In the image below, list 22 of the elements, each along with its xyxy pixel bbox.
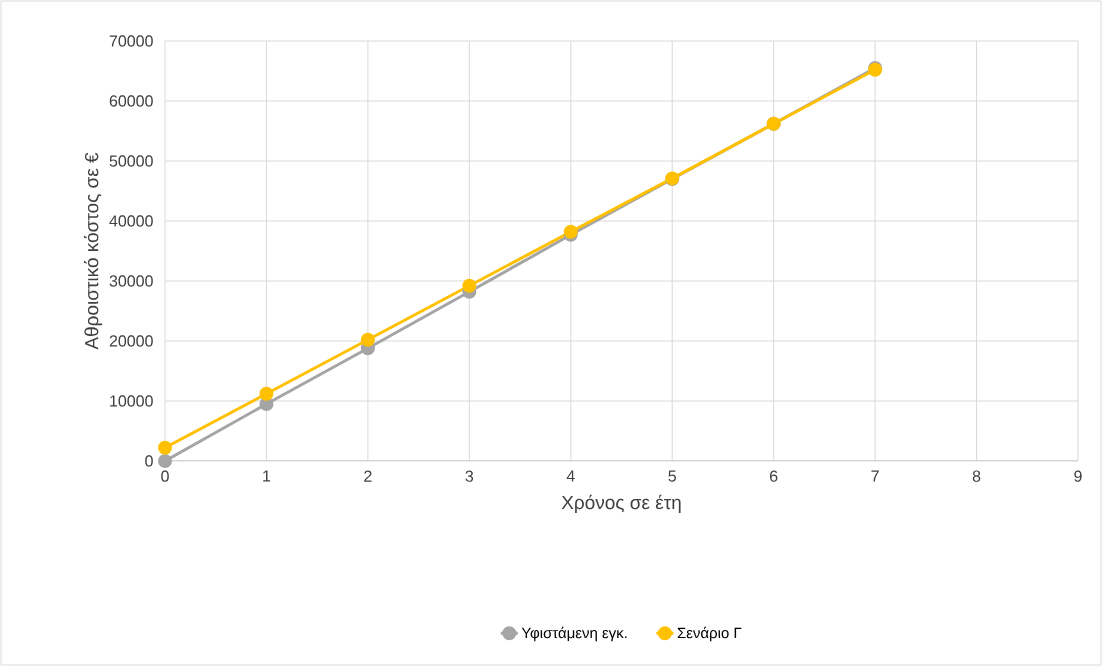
y-tick-label: 70000 xyxy=(109,35,153,47)
x-axis-title: Χρόνος σε έτη xyxy=(561,494,681,513)
legend-label: Σενάριο Γ xyxy=(677,626,742,642)
y-tick-label: 30000 xyxy=(109,275,153,287)
y-tick-label: 0 xyxy=(145,455,153,467)
y-tick-label: 50000 xyxy=(109,155,153,167)
y-tick-label: 10000 xyxy=(110,395,153,407)
x-tick-label: 8 xyxy=(972,470,981,482)
y-tick-label: 60000 xyxy=(109,95,153,107)
y-axis-title: Αθροιστικό κόστος σε € xyxy=(83,152,103,350)
x-tick-label: 2 xyxy=(364,470,372,482)
y-tick-label: 40000 xyxy=(109,215,153,227)
x-tick-label: 1 xyxy=(263,470,271,482)
x-tick-label: 0 xyxy=(161,470,169,482)
legend-label: Υφιστάμενη εγκ. xyxy=(521,626,627,642)
x-tick-label: 4 xyxy=(566,470,575,482)
x-tick-label: 7 xyxy=(871,470,879,482)
x-tick-label: 9 xyxy=(1074,470,1082,482)
y-tick-label: 20000 xyxy=(109,335,153,347)
x-tick-label: 3 xyxy=(465,470,474,482)
x-tick-label: 6 xyxy=(770,470,778,482)
x-tick-label: 5 xyxy=(668,470,676,482)
